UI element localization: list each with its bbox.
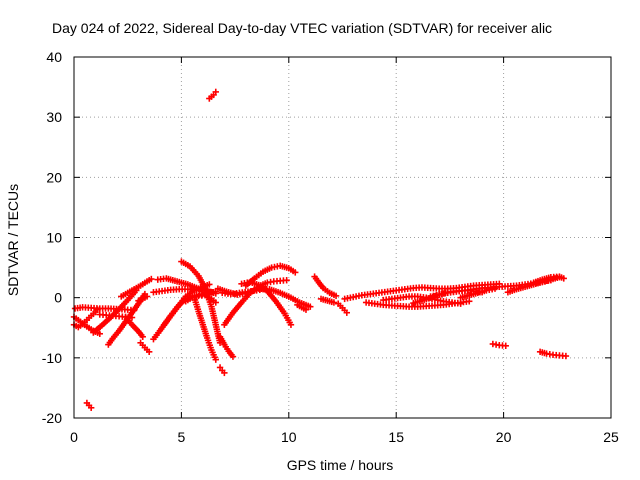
data-point: [145, 348, 153, 356]
tick-labels: 0 5 10 15 20 25 -20 -10 0 10 20 30 40: [42, 49, 619, 445]
data-point: [307, 303, 314, 310]
x-tick-label: 20: [496, 429, 512, 445]
y-tick-label: -10: [42, 350, 62, 366]
x-tick-label: 15: [388, 429, 404, 445]
y-tick-label: -20: [42, 410, 62, 426]
data-point: [143, 293, 151, 300]
y-tick-label: 30: [46, 109, 62, 125]
data-points: [70, 88, 570, 411]
data-point: [292, 269, 299, 276]
data-point: [287, 321, 295, 328]
chart-title: Day 024 of 2022, Sidereal Day-to-day VTE…: [52, 20, 552, 36]
data-point: [210, 289, 217, 296]
data-point: [212, 88, 219, 96]
x-axis-title: GPS time / hours: [287, 457, 394, 473]
y-tick-label: 20: [46, 169, 62, 185]
data-point: [457, 300, 464, 307]
data-point: [560, 275, 567, 282]
data-point: [94, 306, 101, 313]
data-point: [87, 404, 95, 411]
data-point: [212, 356, 219, 363]
data-point: [206, 281, 213, 288]
data-point: [466, 298, 473, 305]
data-point: [283, 277, 290, 284]
data-point: [330, 299, 338, 306]
y-tick-label: 10: [46, 230, 62, 246]
x-tick-label: 10: [281, 429, 297, 445]
data-point: [229, 353, 237, 360]
y-tick-label: 0: [54, 290, 62, 306]
data-point: [96, 330, 103, 337]
data-point: [148, 275, 155, 283]
grid: [74, 57, 611, 418]
x-tick-label: 5: [178, 429, 186, 445]
y-tick-label: 40: [46, 49, 62, 65]
data-point: [139, 333, 146, 340]
data-point: [562, 352, 570, 360]
data-point: [221, 369, 228, 377]
data-point: [491, 285, 499, 292]
data-point: [302, 306, 310, 313]
data-point: [332, 292, 340, 300]
data-point: [343, 309, 350, 316]
x-tick-label: 25: [603, 429, 619, 445]
x-tick-label: 0: [70, 429, 78, 445]
y-axis-title: SDTVAR / TECUs: [5, 184, 21, 296]
data-point: [502, 342, 509, 349]
tick-marks: [73, 56, 612, 419]
data-point: [212, 299, 219, 306]
